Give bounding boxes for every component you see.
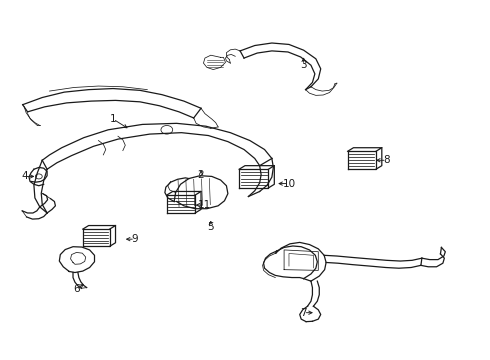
Text: 11: 11 (198, 200, 212, 210)
Text: 4: 4 (22, 171, 28, 181)
Text: 6: 6 (73, 284, 80, 294)
Text: 10: 10 (282, 179, 295, 189)
Text: 1: 1 (110, 114, 117, 124)
Text: 5: 5 (207, 222, 214, 231)
Text: 8: 8 (383, 155, 390, 165)
Text: 9: 9 (132, 234, 138, 244)
Text: 3: 3 (300, 60, 307, 70)
Text: 7: 7 (300, 308, 307, 318)
Text: 2: 2 (197, 170, 204, 180)
